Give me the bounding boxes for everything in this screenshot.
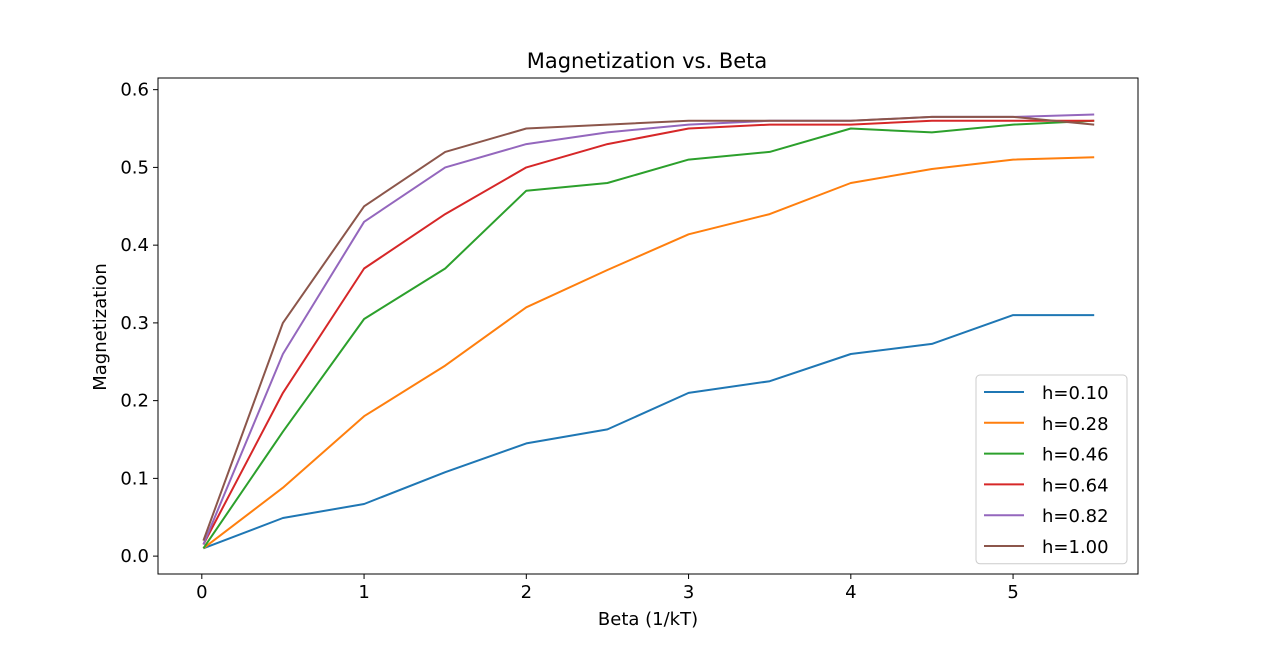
x-tick-label: 2 xyxy=(521,582,532,603)
y-tick-label: 0.3 xyxy=(120,313,149,334)
series-line-0 xyxy=(203,314,1095,550)
y-tick-label: 0.0 xyxy=(120,546,149,567)
y-tick-label: 0.1 xyxy=(120,468,149,489)
legend-entry-label: h=0.28 xyxy=(1042,414,1109,435)
series-line-4 xyxy=(202,113,1095,545)
series-line-5 xyxy=(202,115,1095,541)
x-axis: 0 1 2 3 4 5 xyxy=(196,574,1019,603)
axes-frame xyxy=(157,77,1139,575)
legend-entry-label: h=1.00 xyxy=(1042,537,1109,558)
legend-entry-label: h=0.10 xyxy=(1042,383,1109,404)
series-line-2 xyxy=(202,119,1095,549)
y-axis-label: Magnetization xyxy=(90,263,111,391)
y-tick-label: 0.6 xyxy=(120,80,149,101)
x-tick-label: 4 xyxy=(845,582,856,603)
y-tick-label: 0.4 xyxy=(120,235,149,256)
legend: h=0.10 h=0.28 h=0.46 h=0.64 h=0.82 h=1.00 xyxy=(975,374,1128,565)
legend-entry-label: h=0.82 xyxy=(1042,506,1109,527)
series-line-1 xyxy=(202,156,1095,550)
x-tick-label: 3 xyxy=(683,582,694,603)
x-axis-label: Beta (1/kT) xyxy=(598,609,698,630)
y-tick-label: 0.5 xyxy=(120,157,149,178)
series-line-3 xyxy=(202,119,1095,545)
y-axis: 0.0 0.1 0.2 0.3 0.4 0.5 0.6 xyxy=(120,80,158,567)
legend-entry-label: h=0.46 xyxy=(1042,445,1109,466)
x-tick-label: 0 xyxy=(196,582,207,603)
x-tick-label: 1 xyxy=(358,582,369,603)
legend-entry-label: h=0.64 xyxy=(1042,475,1109,496)
plot-area xyxy=(202,113,1095,550)
y-tick-label: 0.2 xyxy=(120,391,149,412)
x-tick-label: 5 xyxy=(1007,582,1018,603)
chart-title: Magnetization vs. Beta xyxy=(527,49,768,73)
